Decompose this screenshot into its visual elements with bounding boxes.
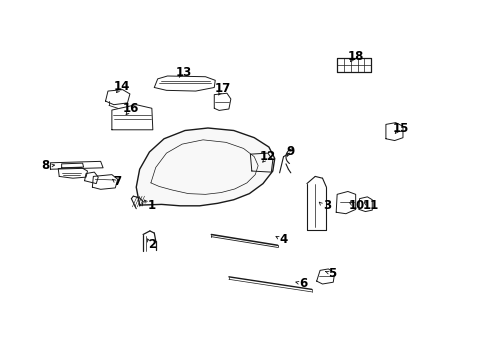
Text: 3: 3 bbox=[323, 199, 331, 212]
Text: 15: 15 bbox=[391, 122, 408, 135]
Text: 10: 10 bbox=[348, 199, 364, 212]
Text: 9: 9 bbox=[286, 145, 294, 158]
Text: 2: 2 bbox=[147, 238, 156, 251]
Text: 12: 12 bbox=[259, 150, 275, 163]
Text: 1: 1 bbox=[147, 199, 156, 212]
Text: 6: 6 bbox=[298, 278, 306, 291]
Text: 14: 14 bbox=[113, 80, 129, 93]
Text: 7: 7 bbox=[113, 175, 122, 188]
Polygon shape bbox=[336, 58, 370, 72]
Text: 13: 13 bbox=[175, 66, 191, 79]
Text: 8: 8 bbox=[41, 159, 50, 172]
Text: 4: 4 bbox=[279, 233, 287, 246]
Text: 18: 18 bbox=[347, 50, 363, 63]
Text: 11: 11 bbox=[363, 199, 379, 212]
Text: 16: 16 bbox=[123, 103, 139, 116]
Text: 5: 5 bbox=[327, 267, 336, 280]
Text: 17: 17 bbox=[215, 82, 231, 95]
Polygon shape bbox=[136, 128, 274, 206]
